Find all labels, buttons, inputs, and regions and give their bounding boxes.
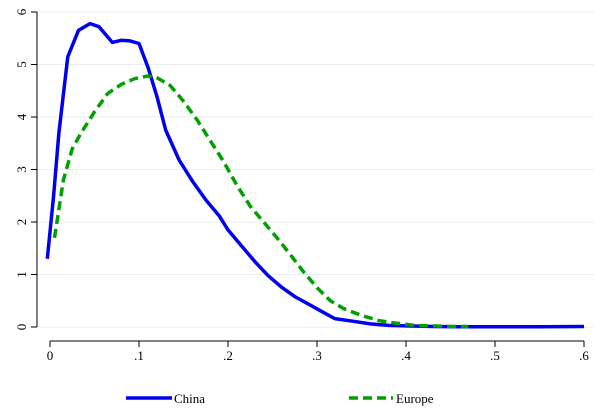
x-tick-label: .2 — [223, 348, 233, 363]
y-tick-label: 6 — [14, 8, 29, 15]
gridlines — [37, 11, 594, 328]
y-tick-label: 4 — [14, 113, 29, 120]
series-line-china — [45, 21, 585, 329]
x-tick-label: .5 — [490, 348, 500, 363]
x-tick-label: .6 — [579, 348, 589, 363]
y-tick-label: 0 — [14, 324, 29, 331]
y-tick-label: 5 — [14, 61, 29, 68]
y-tick-label: 3 — [14, 166, 29, 173]
axes: 0 1 2 3 4 5 6 0 .1 .2 .3 .4 .5 .6 — [14, 8, 589, 363]
legend-label-china: China — [174, 391, 205, 406]
series-line-europe — [52, 74, 469, 329]
legend-label-europe: Europe — [396, 391, 434, 406]
y-tick-label: 2 — [14, 219, 29, 226]
x-tick-label: .1 — [134, 348, 144, 363]
x-tick-label: 0 — [47, 348, 54, 363]
y-tick-label: 1 — [14, 271, 29, 278]
x-tick-label: .3 — [312, 348, 322, 363]
series-lines — [45, 21, 585, 329]
legend: China Europe — [126, 391, 434, 406]
x-tick-label: .4 — [401, 348, 411, 363]
